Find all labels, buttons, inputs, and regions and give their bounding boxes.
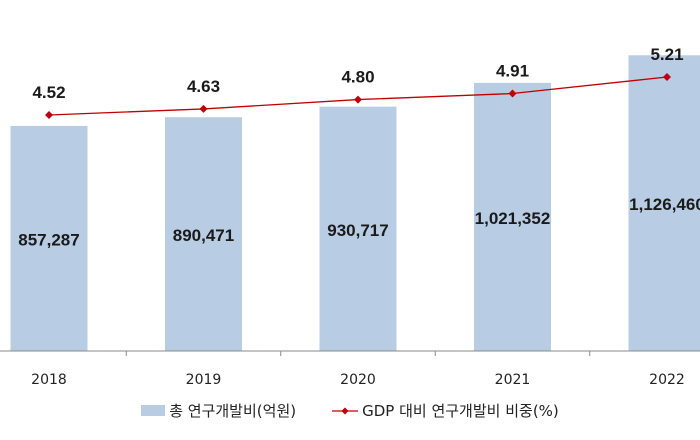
line-label-2022: 5.21: [650, 45, 683, 64]
x-tick-label-2021: 2021: [495, 372, 531, 388]
x-tick-label-2019: 2019: [186, 372, 222, 388]
bar-label-2020: 930,717: [327, 221, 388, 240]
bar-label-2019: 890,471: [173, 226, 234, 245]
x-tick-label-2020: 2020: [340, 372, 376, 388]
line-label-2019: 4.63: [187, 77, 220, 96]
line-point-2019: [199, 104, 208, 113]
legend-swatch-bar: [141, 405, 166, 416]
x-tick-label-2022: 2022: [649, 372, 685, 388]
bar-label-2018: 857,287: [18, 230, 79, 249]
bar-2020: [319, 106, 397, 352]
legend-item-line: GDP 대비 연구개발비 비중(%): [332, 400, 559, 421]
line-label-2018: 4.52: [32, 83, 65, 102]
line-label-2021: 4.91: [496, 62, 529, 81]
legend-label-bar: 총 연구개발비(억원): [169, 402, 297, 420]
line-point-2020: [354, 95, 362, 104]
bar-2022: [628, 55, 700, 352]
bar-label-2021: 1,021,352: [475, 209, 551, 228]
bar-label-2022: 1,126,460: [629, 195, 700, 214]
line-point-2021: [508, 89, 517, 98]
x-tick-label-2018: 2018: [31, 372, 67, 388]
line-point-2022: [663, 73, 671, 82]
bar-2021: [474, 82, 551, 351]
legend-label-line: GDP 대비 연구개발비 비중(%): [362, 402, 559, 420]
legend-swatch-line: [332, 407, 359, 414]
legend-item-bar: 총 연구개발비(억원): [141, 400, 296, 421]
line-point-2018: [45, 110, 53, 119]
legend: 총 연구개발비(억원) GDP 대비 연구개발비 비중(%): [0, 400, 700, 421]
line-label-2020: 4.80: [341, 68, 374, 87]
bar-2019: [165, 117, 242, 352]
bar-2018: [10, 125, 88, 352]
